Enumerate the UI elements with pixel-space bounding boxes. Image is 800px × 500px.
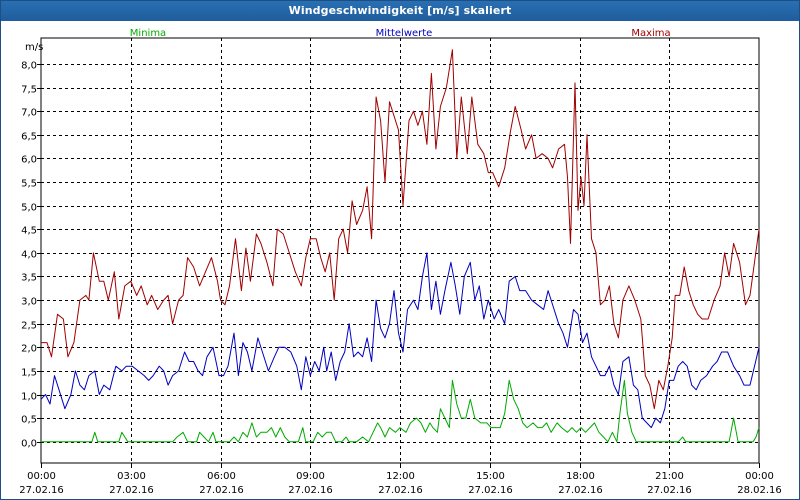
legend-mittelwerte: Mittelwerte bbox=[376, 28, 433, 39]
x-tick-date-label: 27.02.16 bbox=[647, 485, 692, 496]
x-tick-time-label: 18:00 bbox=[566, 471, 595, 482]
y-tick-label: 3,5 bbox=[21, 273, 37, 284]
y-tick-label: 4,5 bbox=[21, 226, 37, 237]
x-tick-time-label: 03:00 bbox=[117, 471, 146, 482]
y-tick-label: 0,0 bbox=[21, 439, 37, 450]
horizontal-gridlines bbox=[41, 64, 759, 443]
legend-minima: Minima bbox=[130, 28, 166, 39]
x-tick-time-label: 00:00 bbox=[745, 471, 774, 482]
y-tick-label: 2,0 bbox=[21, 344, 37, 355]
y-tick-label: 7,5 bbox=[21, 85, 37, 96]
x-tick-time-label: 06:00 bbox=[207, 471, 236, 482]
x-tick-time-label: 12:00 bbox=[386, 471, 415, 482]
x-axis: 00:00 27.02.16 03:00 27.02.16 06:00 27.02.16 0… bbox=[19, 463, 782, 496]
x-tick-date-label: 27.02.16 bbox=[288, 485, 333, 496]
window-title: Windgeschwindigkeit [m/s] skaliert bbox=[1, 1, 799, 21]
x-tick-date-label: 27.02.16 bbox=[109, 485, 154, 496]
series-line-minima bbox=[41, 379, 760, 443]
y-axis: 0,0 0,5 1,0 1,5 2,0 2,5 3,0 3,5 4,0 4,5 5,0 5,5 6,0 6… bbox=[21, 61, 41, 450]
x-tick-time-label: 15:00 bbox=[476, 471, 505, 482]
y-tick-label: 0,5 bbox=[21, 415, 37, 426]
y-tick-label: 2,5 bbox=[21, 321, 37, 332]
x-tick-date-label: 27.02.16 bbox=[378, 485, 423, 496]
legend-maxima: Maxima bbox=[631, 28, 670, 39]
x-tick-time-label: 21:00 bbox=[655, 471, 684, 482]
vertical-gridlines bbox=[131, 38, 670, 463]
y-tick-label: 1,5 bbox=[21, 368, 37, 379]
series-line-mittelwerte bbox=[40, 252, 760, 429]
x-tick-date-label: 28.02.16 bbox=[737, 485, 782, 496]
series-line-maxima bbox=[41, 49, 760, 410]
y-tick-label: 5,5 bbox=[21, 179, 37, 190]
y-tick-label: 6,5 bbox=[21, 132, 37, 143]
y-tick-label: 7,0 bbox=[21, 108, 37, 119]
wind-speed-chart: 0,0 0,5 1,0 1,5 2,0 2,5 3,0 3,5 4,0 4,5 5,0 5,5 6,0 6… bbox=[19, 28, 782, 496]
y-tick-label: 6,0 bbox=[21, 155, 37, 166]
x-tick-time-label: 09:00 bbox=[296, 471, 325, 482]
y-tick-label: 8,0 bbox=[21, 61, 37, 72]
y-tick-label: 5,0 bbox=[21, 203, 37, 214]
x-tick-date-label: 27.02.16 bbox=[468, 485, 513, 496]
x-tick-date-label: 27.02.16 bbox=[558, 485, 603, 496]
y-tick-label: 3,0 bbox=[21, 297, 37, 308]
x-tick-date-label: 27.02.16 bbox=[199, 485, 244, 496]
y-axis-label: m/s bbox=[25, 42, 43, 53]
y-tick-label: 1,0 bbox=[21, 392, 37, 403]
series-lines bbox=[40, 49, 760, 443]
x-tick-date-label: 27.02.16 bbox=[19, 485, 64, 496]
x-tick-time-label: 00:00 bbox=[27, 471, 56, 482]
y-tick-label: 4,0 bbox=[21, 250, 37, 261]
